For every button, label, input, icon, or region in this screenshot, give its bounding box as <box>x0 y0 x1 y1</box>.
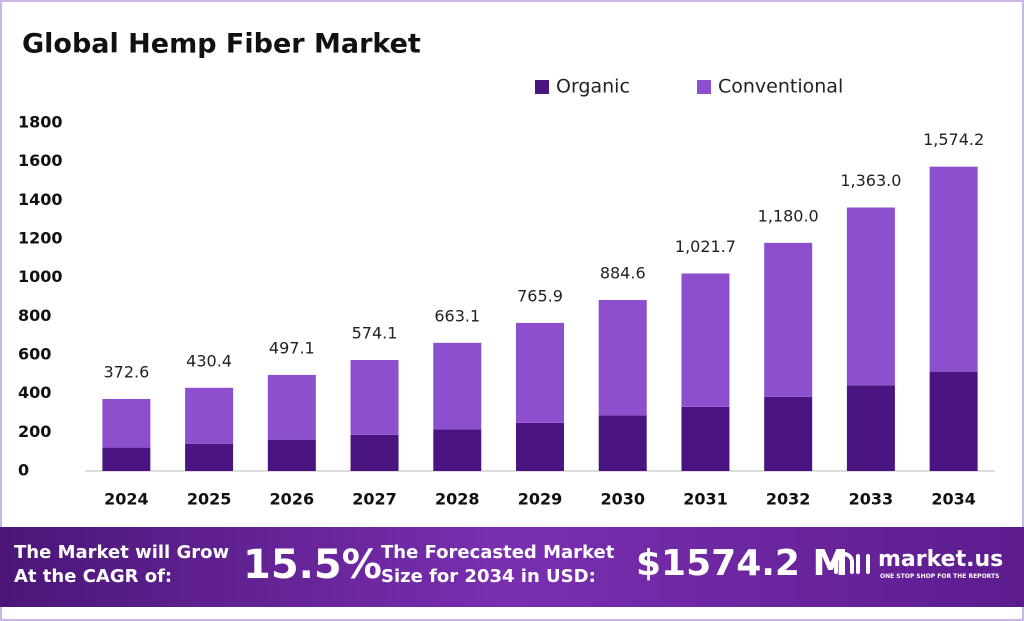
total-label: 1,363.0 <box>840 171 901 190</box>
total-label: 1,021.7 <box>675 237 736 256</box>
bar-segment <box>185 443 234 471</box>
total-label: 663.1 <box>434 306 480 325</box>
x-tick-label: 2027 <box>352 490 397 509</box>
bar-segment <box>433 429 482 471</box>
x-tick-label: 2026 <box>270 490 315 509</box>
total-label: 1,574.2 <box>923 130 984 149</box>
y-tick-label: 400 <box>18 383 51 402</box>
bar-segment <box>929 372 978 471</box>
y-tick-label: 1200 <box>18 229 63 248</box>
legend-label: Organic <box>556 76 630 98</box>
x-tick-label: 2032 <box>766 490 811 509</box>
total-label: 372.6 <box>103 362 149 381</box>
total-label: 497.1 <box>269 338 315 357</box>
x-tick-label: 2030 <box>600 490 645 509</box>
bar-segment <box>846 207 895 386</box>
cagr-value: 15.5% <box>243 542 382 588</box>
bar-segment <box>350 434 399 471</box>
bar-segment <box>598 299 647 416</box>
bar-segment <box>267 439 316 471</box>
bar-segment <box>267 374 316 440</box>
forecast-line: The Forecasted Market <box>381 542 615 563</box>
x-tick-label: 2024 <box>104 490 149 509</box>
bar-segment <box>764 242 813 397</box>
cagr-text: The Market will Grow At the CAGR of: <box>14 541 229 589</box>
x-tick-label: 2029 <box>518 490 563 509</box>
y-tick-label: 1800 <box>18 113 63 132</box>
x-tick-label: 2031 <box>683 490 728 509</box>
total-label: 884.6 <box>600 263 646 282</box>
y-tick-label: 1600 <box>18 151 63 170</box>
y-tick-label: 600 <box>18 345 51 364</box>
bar-segment <box>350 360 399 435</box>
y-tick-label: 0 <box>18 461 29 480</box>
bar-segment <box>764 396 813 471</box>
total-label: 430.4 <box>186 351 232 370</box>
bar-segment <box>516 422 564 471</box>
bar-segment <box>681 406 730 471</box>
bar-segment <box>433 342 482 430</box>
bar-segment <box>102 398 151 448</box>
bar-segment <box>516 322 564 423</box>
y-tick-label: 1400 <box>18 190 63 209</box>
cagr-line: The Market will Grow <box>14 542 230 563</box>
y-tick-label: 200 <box>18 422 51 441</box>
cagr-line: At the CAGR of: <box>14 566 173 587</box>
y-tick-label: 800 <box>18 306 51 325</box>
forecast-line: Size for 2034 in USD: <box>381 566 596 587</box>
bar-segment <box>598 415 647 471</box>
bar-segment <box>929 166 978 373</box>
y-tick-label: 1000 <box>18 267 63 286</box>
bar-segment <box>681 273 730 407</box>
chart-title: Global Hemp Fiber Market <box>22 29 421 60</box>
bar-segment <box>185 387 234 444</box>
legend-label: Conventional <box>718 76 843 98</box>
forecast-text: The Forecasted Market Size for 2034 in U… <box>381 541 614 589</box>
tagline: ONE STOP SHOP FOR THE REPORTS <box>880 573 1000 580</box>
legend-swatch <box>697 80 711 94</box>
forecast-value: $1574.2 M <box>636 543 849 584</box>
legend-swatch <box>535 80 549 94</box>
logo-icon <box>834 552 870 574</box>
total-label: 1,180.0 <box>758 206 819 225</box>
total-label: 574.1 <box>352 324 398 343</box>
bar-segment <box>846 385 895 471</box>
bar-segment <box>102 447 151 471</box>
x-tick-label: 2025 <box>187 490 232 509</box>
brand: market.us <box>878 547 1004 572</box>
x-tick-label: 2028 <box>435 490 480 509</box>
x-tick-label: 2033 <box>849 490 894 509</box>
x-tick-label: 2034 <box>931 490 976 509</box>
total-label: 765.9 <box>517 286 563 305</box>
